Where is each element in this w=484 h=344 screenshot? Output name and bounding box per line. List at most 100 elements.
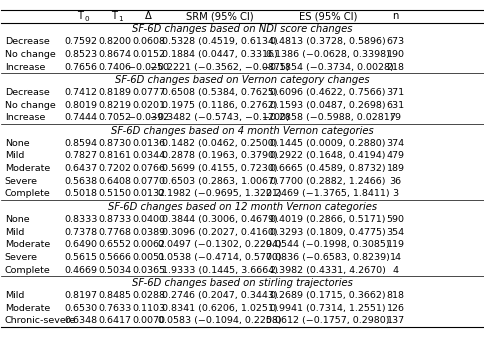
Text: 0.6417: 0.6417 [98, 316, 131, 325]
Text: 0.7633: 0.7633 [98, 304, 131, 313]
Text: 0.6408: 0.6408 [98, 177, 131, 186]
Text: 0.8189: 0.8189 [98, 88, 131, 97]
Text: 0.8197: 0.8197 [64, 291, 97, 300]
Text: 0.7768: 0.7768 [98, 227, 131, 237]
Text: 0.1982 (−0.9695, 1.3221): 0.1982 (−0.9695, 1.3221) [157, 190, 281, 198]
Text: 479: 479 [386, 151, 404, 160]
Text: 0.1103: 0.1103 [132, 304, 165, 313]
Text: 0.6665 (0.4589, 0.8732): 0.6665 (0.4589, 0.8732) [270, 164, 385, 173]
Text: ES (95% CI): ES (95% CI) [298, 11, 357, 21]
Text: 0.8674: 0.8674 [98, 50, 131, 59]
Text: 0.0400: 0.0400 [132, 215, 165, 224]
Text: 3: 3 [392, 190, 398, 198]
Text: 0.2469 (−1.3765, 1.8411): 0.2469 (−1.3765, 1.8411) [266, 190, 389, 198]
Text: SF-6D changes based on NDI score changes: SF-6D changes based on NDI score changes [132, 24, 352, 34]
Text: −0.2858 (−0.5988, 0.0281): −0.2858 (−0.5988, 0.0281) [262, 113, 393, 122]
Text: 0.2922 (0.1648, 0.4194): 0.2922 (0.1648, 0.4194) [270, 151, 385, 160]
Text: 0.8594: 0.8594 [64, 139, 97, 148]
Text: 0.1593 (0.0487, 0.2698): 0.1593 (0.0487, 0.2698) [270, 101, 385, 110]
Text: 0.0766: 0.0766 [132, 164, 165, 173]
Text: 0.0612 (−0.1757, 0.2980): 0.0612 (−0.1757, 0.2980) [266, 316, 389, 325]
Text: 0.1884 (0.0447, 0.3316): 0.1884 (0.0447, 0.3316) [161, 50, 277, 59]
Text: 0.7827: 0.7827 [64, 151, 97, 160]
Text: 0.5638: 0.5638 [64, 177, 97, 186]
Text: SRM (95% CI): SRM (95% CI) [185, 11, 253, 21]
Text: 0.5018: 0.5018 [64, 190, 97, 198]
Text: 0.2689 (0.1715, 0.3662): 0.2689 (0.1715, 0.3662) [270, 291, 385, 300]
Text: 0.0201: 0.0201 [132, 101, 165, 110]
Text: 189: 189 [386, 164, 404, 173]
Text: 0.6508 (0.5384, 0.7625): 0.6508 (0.5384, 0.7625) [162, 88, 277, 97]
Text: n: n [392, 11, 398, 21]
Text: 119: 119 [386, 240, 404, 249]
Text: 0.7656: 0.7656 [64, 63, 97, 72]
Text: 0.0062: 0.0062 [132, 240, 165, 249]
Text: SF-6D changes based on Vernon category changes: SF-6D changes based on Vernon category c… [115, 75, 369, 85]
Text: 0.6552: 0.6552 [98, 240, 131, 249]
Text: 0.6530: 0.6530 [64, 304, 97, 313]
Text: 137: 137 [386, 316, 404, 325]
Text: 0.5699 (0.4155, 0.7230): 0.5699 (0.4155, 0.7230) [162, 164, 277, 173]
Text: 0.0608: 0.0608 [132, 37, 165, 46]
Text: 1.9333 (0.1445, 3.6664): 1.9333 (0.1445, 3.6664) [161, 266, 277, 275]
Text: SF-6D changes based on stirling trajectories: SF-6D changes based on stirling trajecto… [132, 278, 352, 288]
Text: −0.0392: −0.0392 [128, 113, 169, 122]
Text: 354: 354 [386, 227, 404, 237]
Text: 0.3844 (0.3006, 0.4679): 0.3844 (0.3006, 0.4679) [161, 215, 277, 224]
Text: 0.8219: 0.8219 [98, 101, 131, 110]
Text: 0.7202: 0.7202 [98, 164, 131, 173]
Text: 0.1386 (−0.0628, 0.3398): 0.1386 (−0.0628, 0.3398) [266, 50, 389, 59]
Text: 0.0389: 0.0389 [132, 227, 165, 237]
Text: −0.0250: −0.0250 [128, 63, 168, 72]
Text: T: T [77, 11, 83, 21]
Text: 0.0777: 0.0777 [132, 88, 165, 97]
Text: 218: 218 [386, 63, 404, 72]
Text: 0.0288: 0.0288 [132, 291, 165, 300]
Text: Decrease: Decrease [5, 88, 49, 97]
Text: 0.0132: 0.0132 [132, 190, 165, 198]
Text: 0.0152: 0.0152 [132, 50, 165, 59]
Text: 0.8733: 0.8733 [98, 215, 131, 224]
Text: 0.0770: 0.0770 [132, 177, 165, 186]
Text: 0.1482 (0.0462, 0.2500): 0.1482 (0.0462, 0.2500) [162, 139, 277, 148]
Text: 0.4019 (0.2866, 0.5171): 0.4019 (0.2866, 0.5171) [270, 215, 385, 224]
Text: 0.5150: 0.5150 [98, 190, 131, 198]
Text: 0.2878 (0.1963, 0.3790): 0.2878 (0.1963, 0.3790) [161, 151, 277, 160]
Text: 0.2746 (0.2047, 0.3443): 0.2746 (0.2047, 0.3443) [161, 291, 277, 300]
Text: −0.2221 (−0.3562, −0.0875): −0.2221 (−0.3562, −0.0875) [150, 63, 289, 72]
Text: Increase: Increase [5, 113, 45, 122]
Text: Moderate: Moderate [5, 304, 50, 313]
Text: 0.8333: 0.8333 [64, 215, 97, 224]
Text: SF-6D changes based on 4 month Vernon categories: SF-6D changes based on 4 month Vernon ca… [111, 126, 373, 136]
Text: 1: 1 [118, 16, 122, 22]
Text: 2.3982 (0.4331, 4.2670): 2.3982 (0.4331, 4.2670) [270, 266, 385, 275]
Text: 673: 673 [386, 37, 404, 46]
Text: 0.7412: 0.7412 [64, 88, 97, 97]
Text: Increase: Increase [5, 63, 45, 72]
Text: 818: 818 [386, 291, 404, 300]
Text: No change: No change [5, 101, 55, 110]
Text: Mild: Mild [5, 151, 24, 160]
Text: 0.5328 (0.4519, 0.6134): 0.5328 (0.4519, 0.6134) [161, 37, 277, 46]
Text: Moderate: Moderate [5, 164, 50, 173]
Text: 0.1975 (0.1186, 0.2762): 0.1975 (0.1186, 0.2762) [162, 101, 277, 110]
Text: 14: 14 [389, 253, 401, 262]
Text: 0.8341 (0.6206, 1.0251): 0.8341 (0.6206, 1.0251) [162, 304, 277, 313]
Text: No change: No change [5, 50, 55, 59]
Text: 0.6437: 0.6437 [64, 164, 97, 173]
Text: 0.7444: 0.7444 [64, 113, 97, 122]
Text: 36: 36 [389, 177, 401, 186]
Text: 0.7052: 0.7052 [98, 113, 131, 122]
Text: 190: 190 [386, 50, 404, 59]
Text: 0.4669: 0.4669 [64, 266, 97, 275]
Text: Severe: Severe [5, 177, 38, 186]
Text: Complete: Complete [5, 266, 50, 275]
Text: 0.7406: 0.7406 [98, 63, 131, 72]
Text: 0.6096 (0.4622, 0.7566): 0.6096 (0.4622, 0.7566) [270, 88, 385, 97]
Text: 0.3293 (0.1809, 0.4775): 0.3293 (0.1809, 0.4775) [270, 227, 385, 237]
Text: Complete: Complete [5, 190, 50, 198]
Text: SF-6D changes based on 12 month Vernon categories: SF-6D changes based on 12 month Vernon c… [108, 202, 376, 212]
Text: 0.5615: 0.5615 [64, 253, 97, 262]
Text: None: None [5, 215, 30, 224]
Text: 0.8523: 0.8523 [64, 50, 97, 59]
